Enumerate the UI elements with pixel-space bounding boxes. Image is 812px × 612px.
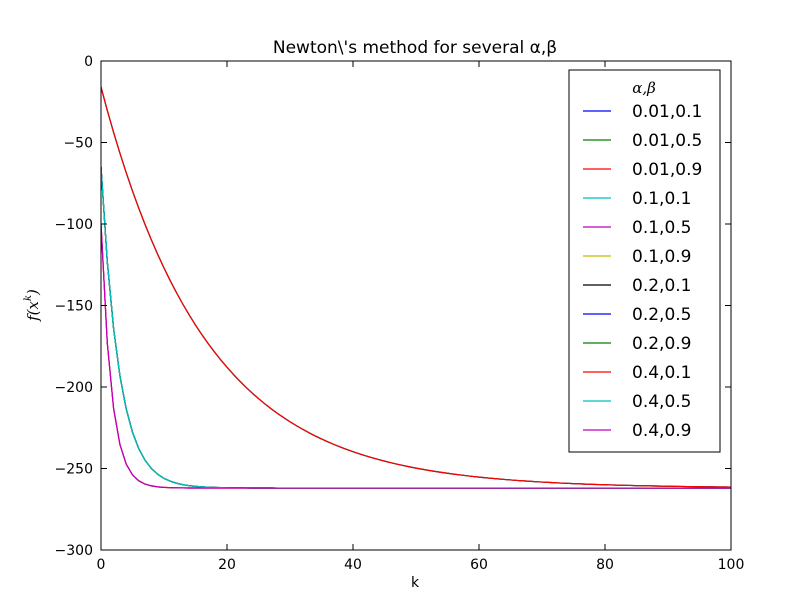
legend-label: 0.4,0.1 (632, 363, 691, 383)
legend-label: 0.2,0.1 (632, 276, 691, 296)
legend-label: 0.4,0.5 (632, 392, 691, 412)
legend-label: 0.1,0.9 (632, 247, 691, 267)
chart-title: Newton\'s method for several α,β (273, 38, 557, 58)
y-tick-label: −300 (55, 543, 93, 559)
y-tick-label: −50 (63, 136, 93, 152)
x-axis-title: k (411, 575, 420, 591)
legend-label: 0.2,0.9 (632, 334, 691, 354)
legend-label: 0.01,0.5 (632, 131, 702, 151)
legend-items: 0.01,0.1 0.01,0.5 0.01,0.9 0.1,0.1 0.1,0.5 0.… (583, 102, 702, 441)
legend-label: 0.4,0.9 (632, 421, 691, 441)
y-tick-label: −100 (55, 217, 93, 233)
x-tick-label: 40 (344, 557, 362, 573)
y-tick-label: 0 (84, 54, 93, 70)
x-tick-label: 0 (97, 557, 106, 573)
y-axis: 0 −50 −100 −150 −200 −250 −300 (55, 54, 731, 559)
y-tick-label: −150 (55, 299, 93, 315)
legend-label: 0.1,0.1 (632, 189, 691, 209)
series-line-0-01-0-9 (101, 86, 731, 488)
x-tick-label: 20 (218, 557, 236, 573)
series-line-0-4-0-9 (101, 223, 731, 489)
legend-label: 0.01,0.9 (632, 160, 702, 180)
x-tick-label: 60 (470, 557, 488, 573)
legend-label: 0.1,0.5 (632, 218, 691, 238)
legend: α,β 0.01,0.1 0.01,0.5 0.01,0.9 0.1,0.1 0.1,0… (568, 69, 721, 453)
y-axis-title: f(xk) (23, 289, 42, 322)
legend-title: α,β (632, 79, 656, 97)
x-tick-label: 100 (718, 557, 745, 573)
y-tick-label: −200 (55, 380, 93, 396)
legend-label: 0.01,0.1 (632, 102, 702, 122)
y-axis-title-text: f(xk) (23, 289, 42, 322)
x-tick-label: 80 (596, 557, 614, 573)
series-lines (101, 86, 731, 489)
legend-box (568, 69, 721, 453)
y-tick-label: −250 (55, 462, 93, 478)
legend-label: 0.2,0.5 (632, 305, 691, 325)
x-axis: 0 20 40 60 80 100 (97, 61, 745, 573)
